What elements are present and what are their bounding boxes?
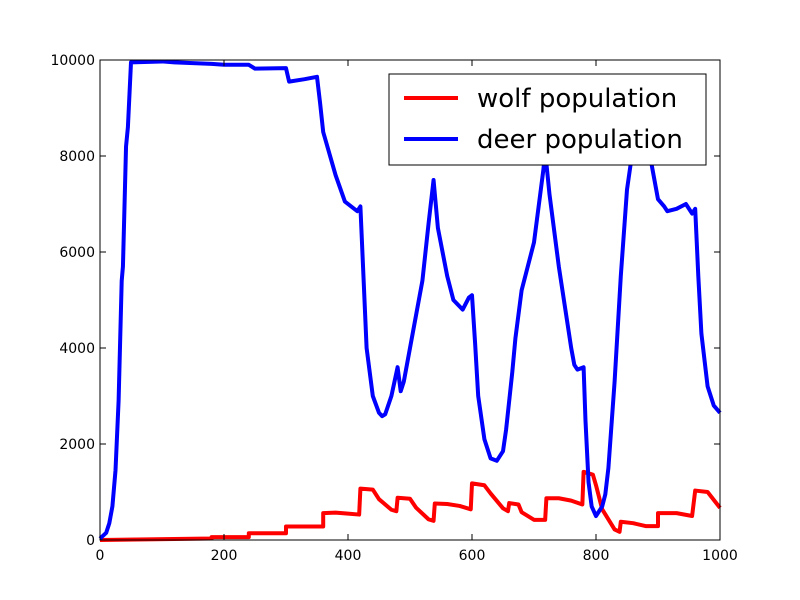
y-tick-label: 4000 xyxy=(59,341,95,357)
legend-label-wolf: wolf population xyxy=(477,84,677,114)
wolf-population-line xyxy=(99,469,722,542)
plot-area-frame xyxy=(99,59,721,541)
legend-box xyxy=(388,73,707,166)
y-tick-label: 10000 xyxy=(50,53,95,69)
legend-label-deer: deer population xyxy=(477,125,683,155)
y-tick-label: 2000 xyxy=(59,437,95,453)
y-tick-label: 6000 xyxy=(59,245,95,261)
x-tick-label: 400 xyxy=(335,548,362,564)
x-tick-label: 1000 xyxy=(702,548,738,564)
y-tick-label: 8000 xyxy=(59,149,95,165)
x-tick-label: 600 xyxy=(459,548,486,564)
x-tick-label: 0 xyxy=(96,548,105,564)
y-tick-label: 0 xyxy=(86,533,95,549)
x-tick-label: 800 xyxy=(583,548,610,564)
x-tick-label: 200 xyxy=(211,548,238,564)
legend: wolf population deer population xyxy=(388,73,707,166)
